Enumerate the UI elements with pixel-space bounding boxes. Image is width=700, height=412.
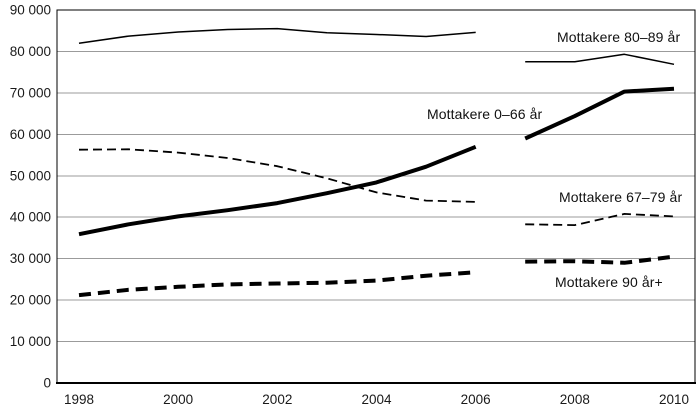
- series-label-80-89: Mottakere 80–89 år: [557, 29, 681, 45]
- series-label-67-79: Mottakere 67–79 år: [559, 189, 683, 205]
- y-tick-label: 90 000: [10, 3, 51, 18]
- series-line: [78, 27, 476, 44]
- x-tick-label: 1998: [64, 392, 94, 407]
- y-tick-label: 10 000: [10, 334, 51, 349]
- series-line: [78, 270, 476, 298]
- y-tick-label: 50 000: [10, 168, 51, 183]
- series-label-0-66: Mottakere 0–66 år: [427, 106, 543, 122]
- y-tick-label: 30 000: [10, 251, 51, 266]
- x-tick-label: 2006: [461, 392, 491, 407]
- series-line: [524, 86, 675, 141]
- y-tick-label: 40 000: [10, 210, 51, 225]
- series-line: [525, 212, 675, 227]
- y-tick-label: 20 000: [10, 293, 51, 308]
- series-line: [78, 144, 477, 237]
- series-label-90-plus: Mottakere 90 år+: [555, 274, 663, 290]
- series-line: [78, 148, 476, 203]
- y-tick-label: 0: [43, 376, 51, 391]
- x-tick-label: 2004: [361, 392, 392, 407]
- y-tick-label: 80 000: [10, 44, 51, 59]
- x-tick-label: 2002: [262, 392, 292, 407]
- x-tick-label: 2008: [560, 392, 590, 407]
- series-line: [525, 53, 675, 66]
- y-tick-label: 70 000: [10, 85, 51, 100]
- series-line: [525, 254, 675, 265]
- x-tick-label: 2000: [163, 392, 193, 407]
- x-tick-label: 2010: [659, 392, 689, 407]
- y-tick-label: 60 000: [10, 127, 51, 142]
